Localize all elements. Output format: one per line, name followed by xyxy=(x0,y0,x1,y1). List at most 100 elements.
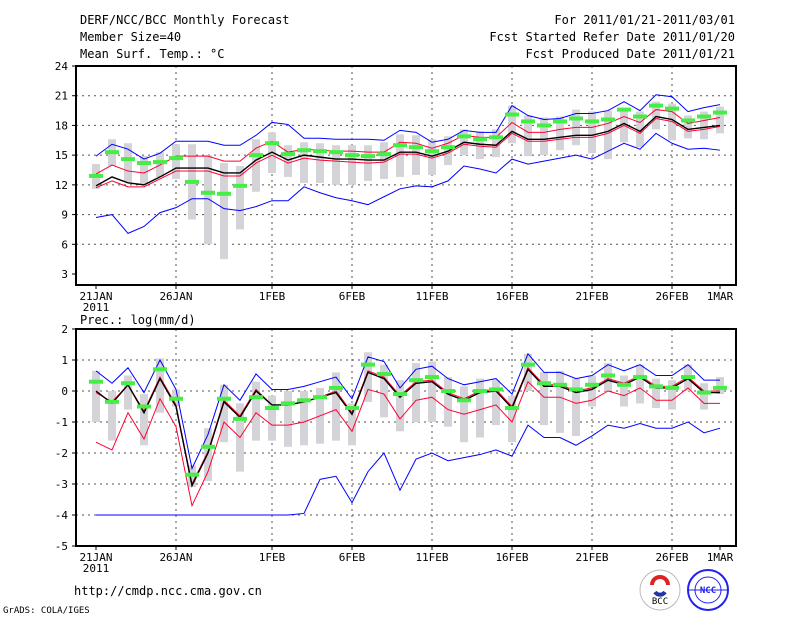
spread-box xyxy=(524,115,532,157)
series-max-line xyxy=(95,94,721,160)
spread-box xyxy=(700,383,708,410)
ensemble-marker xyxy=(489,387,503,392)
ensemble-marker xyxy=(185,179,199,184)
series-mean-line xyxy=(95,115,721,187)
spread-box xyxy=(652,101,660,130)
ensemble-marker xyxy=(329,150,343,155)
ensemble-marker xyxy=(185,472,199,477)
ensemble-marker xyxy=(713,385,727,390)
x-tick-label: 1FEB xyxy=(259,290,286,303)
y-tick-label: 0 xyxy=(61,385,68,398)
spread-box xyxy=(364,352,372,402)
grads-credit: GrADS: COLA/IGES xyxy=(3,606,90,616)
precip-label: Prec.: log(mm/d) xyxy=(80,313,196,327)
ensemble-marker xyxy=(569,387,583,392)
series-max-line xyxy=(95,352,720,471)
spread-box xyxy=(316,143,324,183)
spread-box xyxy=(220,384,228,443)
y-tick-label: 3 xyxy=(61,268,68,281)
ensemble-marker xyxy=(153,160,167,165)
spread-box xyxy=(332,372,340,441)
ensemble-marker xyxy=(345,153,359,158)
spread-box xyxy=(396,380,404,432)
spread-box xyxy=(220,163,228,260)
ensemble-marker xyxy=(281,152,295,157)
ensemble-marker xyxy=(457,398,471,403)
x-tick-label: 26FEB xyxy=(655,290,688,303)
ensemble-marker xyxy=(569,116,583,121)
spread-box xyxy=(492,129,500,158)
ensemble-marker xyxy=(633,114,647,119)
spread-box xyxy=(508,105,516,144)
ensemble-marker xyxy=(105,399,119,404)
spread-box xyxy=(268,395,276,441)
spread-box xyxy=(700,111,708,140)
ensemble-marker xyxy=(473,137,487,142)
ensemble-marker xyxy=(601,373,615,378)
ensemble-marker xyxy=(649,103,663,108)
ensemble-marker xyxy=(377,152,391,157)
ncc-logo-text: NCC xyxy=(700,586,716,596)
spread-box xyxy=(92,370,100,422)
x-tick-label: 26FEB xyxy=(655,551,688,564)
spread-box xyxy=(428,361,436,422)
year-label: 2011 xyxy=(83,562,110,575)
ensemble-marker xyxy=(249,153,263,158)
ensemble-marker xyxy=(201,444,215,449)
ensemble-marker xyxy=(137,404,151,409)
ensemble-marker xyxy=(169,156,183,161)
spread-box xyxy=(684,115,692,139)
ensemble-marker xyxy=(265,141,279,146)
ensemble-marker xyxy=(601,117,615,122)
variable-label: Mean Surf. Temp.: °C xyxy=(80,47,225,61)
spread-box xyxy=(140,394,148,446)
source-url: http://cmdp.ncc.cma.gov.cn xyxy=(74,584,262,598)
spread-box xyxy=(204,155,212,245)
plot-frame xyxy=(75,328,737,547)
ensemble-marker xyxy=(537,381,551,386)
x-tick-label: 21FEB xyxy=(575,551,608,564)
x-tick-label: 21JAN xyxy=(79,290,112,303)
y-tick-label: -1 xyxy=(55,416,68,429)
spread-box xyxy=(540,117,548,156)
ensemble-marker xyxy=(281,401,295,406)
series-upper-line xyxy=(95,109,721,175)
ensemble-marker xyxy=(153,367,167,372)
series-lower-line xyxy=(95,117,721,189)
spread-box xyxy=(300,391,308,446)
ensemble-marker xyxy=(665,385,679,390)
spread-box xyxy=(236,166,244,230)
ensemble-marker xyxy=(505,406,519,411)
started-date: Fcst Started Refer Date 2011/01/20 xyxy=(489,30,735,44)
ensemble-marker xyxy=(409,145,423,150)
ensemble-marker xyxy=(681,375,695,380)
spread-box xyxy=(412,363,420,422)
ensemble-marker xyxy=(521,119,535,124)
ensemble-marker xyxy=(553,119,567,124)
y-tick-label: 15 xyxy=(55,149,68,162)
x-tick-label: 26JAN xyxy=(159,290,192,303)
x-tick-label: 6FEB xyxy=(339,551,366,564)
ensemble-marker xyxy=(297,148,311,153)
x-tick-label: 21FEB xyxy=(575,290,608,303)
spread-box xyxy=(604,110,612,160)
spread-box xyxy=(492,380,500,426)
y-tick-label: -2 xyxy=(55,447,68,460)
produced-date: Fcst Produced Date 2011/01/21 xyxy=(525,47,735,61)
spread-box xyxy=(140,156,148,184)
ensemble-marker xyxy=(521,362,535,367)
x-tick-label: 1MAR xyxy=(707,551,734,564)
spread-box xyxy=(348,145,356,185)
spread-box xyxy=(668,380,676,410)
y-tick-label: 2 xyxy=(61,323,68,336)
spread-box xyxy=(508,395,516,443)
plot-frame xyxy=(75,65,737,286)
ensemble-marker xyxy=(457,134,471,139)
ensemble-marker xyxy=(217,396,231,401)
spread-box xyxy=(444,377,452,427)
ensemble-marker xyxy=(297,398,311,403)
spread-box xyxy=(332,145,340,185)
spread-box xyxy=(556,116,564,151)
y-tick-label: -5 xyxy=(55,540,68,553)
